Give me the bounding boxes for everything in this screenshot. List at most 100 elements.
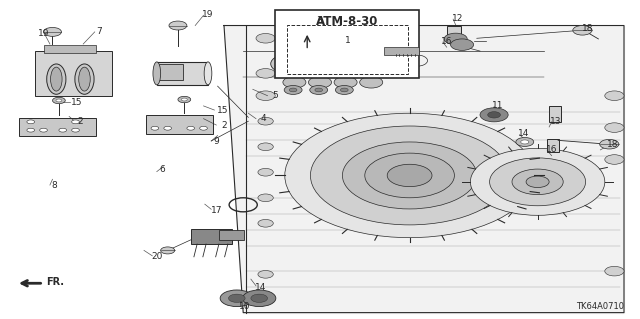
Circle shape: [375, 59, 393, 68]
Circle shape: [44, 27, 61, 36]
Circle shape: [387, 164, 432, 187]
Text: ATM-8-30: ATM-8-30: [316, 15, 378, 28]
Circle shape: [488, 112, 500, 118]
Circle shape: [605, 123, 624, 132]
Text: 6: 6: [159, 165, 164, 174]
Circle shape: [72, 120, 79, 124]
Text: 19: 19: [38, 29, 49, 38]
Circle shape: [605, 155, 624, 164]
Circle shape: [258, 168, 273, 176]
Circle shape: [317, 47, 335, 56]
Text: FR.: FR.: [46, 277, 64, 287]
Text: 4: 4: [261, 114, 266, 122]
Circle shape: [271, 54, 312, 74]
Circle shape: [516, 137, 534, 146]
Circle shape: [182, 98, 188, 101]
Circle shape: [169, 21, 187, 30]
Text: 16: 16: [546, 145, 557, 154]
Bar: [547, 139, 559, 152]
Circle shape: [72, 128, 79, 132]
Circle shape: [187, 126, 195, 130]
Circle shape: [251, 294, 268, 302]
Ellipse shape: [381, 45, 389, 57]
Circle shape: [480, 108, 508, 122]
Bar: [219, 230, 244, 240]
Bar: [447, 26, 461, 41]
Circle shape: [52, 97, 65, 104]
Bar: [44, 45, 96, 53]
Circle shape: [27, 128, 35, 132]
Circle shape: [470, 148, 605, 215]
Text: 5: 5: [273, 91, 278, 100]
Bar: [146, 115, 213, 134]
Polygon shape: [224, 26, 624, 313]
Circle shape: [360, 77, 383, 88]
Circle shape: [308, 77, 332, 88]
Ellipse shape: [347, 45, 355, 57]
Circle shape: [334, 77, 357, 88]
Circle shape: [335, 47, 353, 56]
Text: 8: 8: [52, 181, 57, 189]
Circle shape: [337, 55, 373, 73]
Bar: [157, 62, 208, 85]
Text: 2: 2: [221, 121, 227, 130]
Circle shape: [310, 126, 509, 225]
Circle shape: [444, 33, 467, 45]
Circle shape: [306, 54, 347, 74]
Text: 20: 20: [151, 252, 163, 261]
Circle shape: [256, 33, 275, 43]
Ellipse shape: [204, 62, 212, 85]
Circle shape: [243, 290, 276, 307]
Circle shape: [600, 139, 619, 149]
Bar: [191, 229, 232, 244]
Circle shape: [323, 49, 330, 53]
Circle shape: [164, 126, 172, 130]
Circle shape: [490, 158, 586, 206]
Text: 16: 16: [441, 37, 452, 46]
Bar: [35, 51, 112, 96]
Circle shape: [284, 85, 302, 94]
Circle shape: [200, 126, 207, 130]
Circle shape: [365, 153, 454, 198]
Circle shape: [310, 85, 328, 94]
Text: 17: 17: [211, 206, 222, 215]
Text: 1: 1: [346, 36, 351, 45]
Bar: [287, 25, 408, 74]
Circle shape: [340, 88, 348, 92]
Circle shape: [451, 39, 474, 50]
Circle shape: [258, 219, 273, 227]
Text: 14: 14: [255, 283, 267, 292]
Circle shape: [178, 96, 191, 103]
Circle shape: [315, 88, 323, 92]
Circle shape: [27, 120, 35, 124]
Circle shape: [258, 271, 273, 278]
Circle shape: [315, 58, 338, 70]
Text: 13: 13: [550, 117, 561, 126]
Text: 11: 11: [492, 101, 504, 110]
Circle shape: [368, 56, 400, 72]
Ellipse shape: [47, 64, 66, 94]
Circle shape: [151, 126, 159, 130]
Circle shape: [526, 176, 549, 188]
Circle shape: [340, 49, 348, 53]
Bar: [275, 10, 419, 78]
Text: 2: 2: [77, 117, 83, 126]
Text: 15: 15: [71, 98, 83, 107]
Circle shape: [512, 169, 563, 195]
Circle shape: [59, 128, 67, 132]
Bar: [19, 118, 96, 136]
Circle shape: [335, 85, 353, 94]
Circle shape: [220, 290, 253, 307]
Text: 18: 18: [607, 140, 619, 149]
Bar: [351, 45, 385, 57]
Ellipse shape: [51, 67, 62, 91]
Bar: [384, 47, 419, 55]
Circle shape: [228, 294, 245, 302]
Circle shape: [285, 113, 534, 238]
Circle shape: [40, 128, 47, 132]
Circle shape: [258, 143, 273, 151]
Circle shape: [258, 194, 273, 202]
Circle shape: [280, 58, 303, 70]
Text: 10: 10: [239, 302, 250, 311]
Circle shape: [56, 99, 61, 102]
